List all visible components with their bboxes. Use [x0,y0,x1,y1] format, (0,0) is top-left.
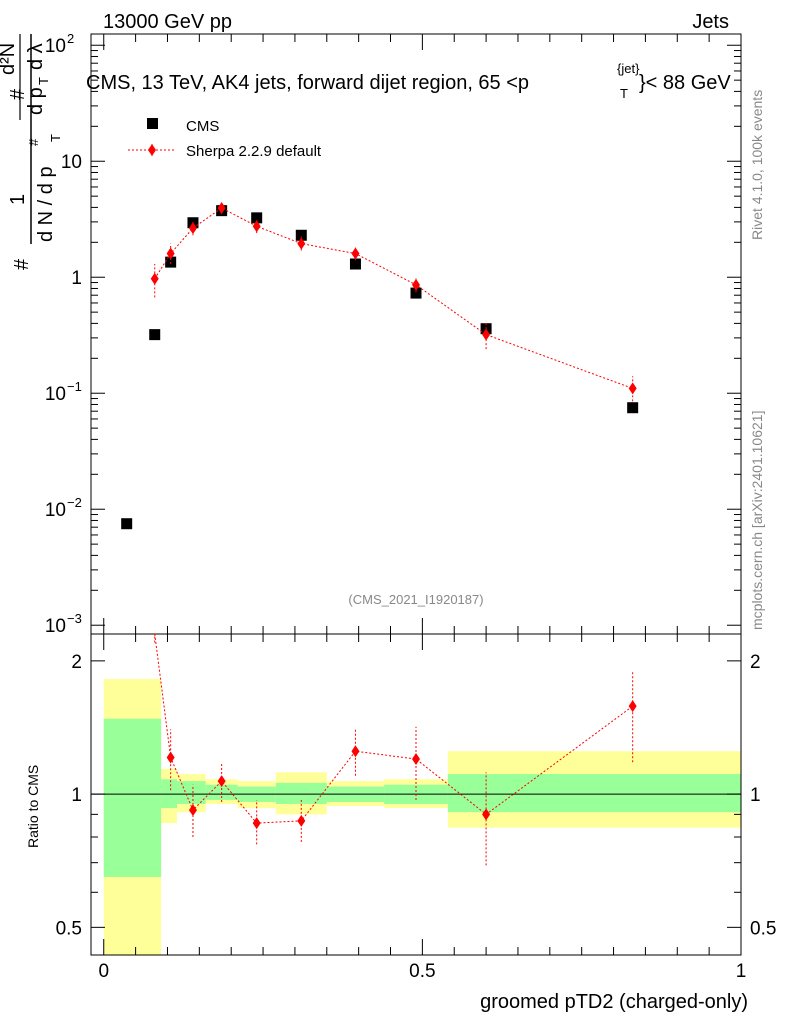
ylabel-sub-T-1: T [48,134,63,142]
main-y-tick-label: 10 [45,500,66,521]
main-y-tick-exponent: 2 [67,31,74,46]
ratio-band-inner-segment [177,781,206,804]
sherpa-line [154,207,633,389]
sherpa-data-point [351,247,360,260]
cms-series [121,205,639,530]
sherpa-ratio-line [154,633,633,824]
ratio-y-tick-label-right: 1 [750,785,761,806]
sherpa-data-point [412,278,420,291]
plot-title-superscript: {jet} [617,61,640,76]
main-y-axis-label: # 1 d N / d p T # # d²N d p T d λ [0,34,63,270]
ylabel-sub-T-2: T [36,77,51,85]
sherpa-ratio-point [217,775,226,788]
sherpa-data-point [217,202,226,215]
x-axis-label: groomed pTD2 (charged-only) [480,991,748,1013]
ratio-band-inner-segment [103,718,162,877]
ratio-band-inner-segment [275,782,327,804]
sherpa-data-point [150,272,159,285]
sherpa-series [150,202,637,402]
x-tick-label: 0.5 [409,961,435,982]
main-y-tick-exponent: −3 [67,611,82,626]
ratio-y-ticks: 0.5 0.5 1 1 2 2 [56,652,777,939]
plot-title-subscript: T [620,86,628,101]
ylabel-one: 1 [7,194,29,205]
sherpa-ratio-point [166,751,175,764]
ratio-y-axis-label: Ratio to CMS [25,765,41,848]
sherpa-ratio-series [154,633,637,866]
plot-title-end: }< 88 GeV [639,72,731,94]
sherpa-data-point [297,237,306,250]
legend: CMS Sherpa 2.2.9 default [128,118,322,160]
sherpa-data-point [188,222,197,235]
main-y-tick-label: 10 [61,152,82,173]
x-ticks: 0 0.5 1 [98,34,746,982]
cms-data-point [349,258,361,270]
cms-data-point [149,329,161,341]
ylabel-dN-dpT: d N / d p [35,166,57,242]
plot-title-main: CMS, 13 TeV, AK4 jets, forward dijet reg… [86,72,529,94]
x-tick-label: 1 [736,961,747,982]
sherpa-ratio-point [482,808,491,821]
sherpa-ratio-point [351,745,360,758]
analysis-tag: (CMS_2021_I1920187) [348,592,483,607]
ylabel-hash-2: # [26,138,41,146]
sherpa-data-point [166,247,175,260]
ratio-y-tick-label-left: 1 [71,785,82,806]
ylabel-dpT: d p [25,87,47,115]
ratio-uncertainty-band-inner [103,718,741,877]
sherpa-data-point [252,220,261,233]
x-tick-label: 0 [98,961,109,982]
ylabel-hash-1: # [11,258,33,270]
sherpa-ratio-point [412,753,420,766]
sherpa-ratio-point [252,817,261,830]
legend-sherpa-marker [148,144,156,156]
ylabel-dlambda: d λ [25,43,47,70]
main-y-tick-exponent: −2 [67,495,82,510]
ratio-y-tick-label-left: 2 [71,652,82,673]
rivet-version-label: Rivet 4.1.0, 100k events [749,90,765,240]
mcplots-label: mcplots.cern.ch [arXiv:2401.10621] [749,411,765,630]
legend-sherpa-label: Sherpa 2.2.9 default [186,143,322,160]
cms-data-point [410,287,422,299]
legend-cms-marker [147,118,158,129]
main-y-tick-label: 10 [45,384,66,405]
plot-title: CMS, 13 TeV, AK4 jets, forward dijet reg… [86,72,529,94]
sherpa-ratio-point [188,804,197,817]
sherpa-ratio-point [297,814,306,827]
main-y-tick-exponent: −1 [67,379,82,394]
ratio-y-tick-label-left: 0.5 [56,918,82,939]
cms-data-point [251,212,263,224]
ratio-y-tick-label-right: 2 [750,652,761,673]
ratio-uncertainty-band-outer [103,678,741,955]
sherpa-data-point [628,382,637,395]
main-y-tick-label: 10 [45,616,66,637]
ratio-y-tick-label-right: 0.5 [750,918,776,939]
ylabel-d2N: d²N [0,43,19,75]
sherpa-ratio-point [628,700,637,713]
header-left-title: 13000 GeV pp [103,11,232,33]
ratio-band-inner-segment [447,774,741,813]
cms-data-point [295,229,307,241]
ylabel-hash-3: # [7,88,29,100]
legend-cms-label: CMS [186,118,219,135]
sherpa-data-point [482,328,491,341]
cms-data-point [121,518,133,530]
main-y-tick-label: 1 [71,268,82,289]
header-right-title: Jets [692,11,729,33]
cms-data-point [627,402,639,414]
main-y-tick-label: 10 [45,36,66,57]
